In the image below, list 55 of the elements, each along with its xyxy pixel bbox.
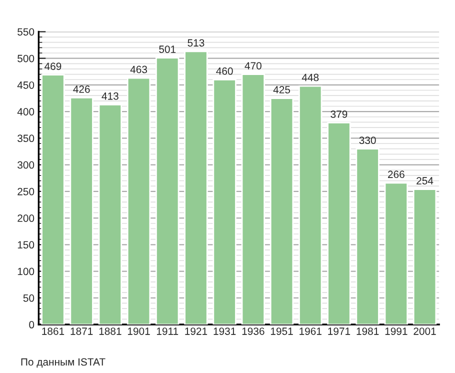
y-tick-label: 200 <box>18 214 34 222</box>
data-label: 448 <box>302 74 319 82</box>
x-tick-label: 1936 <box>242 328 264 335</box>
x-tick-label: 1971 <box>328 328 350 335</box>
data-label: 379 <box>330 110 348 118</box>
x-tick-label: 1861 <box>42 328 64 335</box>
y-tick-label: 300 <box>18 161 34 169</box>
x-tick-label: 1931 <box>214 328 236 335</box>
x-tick-label: 1991 <box>385 328 408 335</box>
y-tick-label: 250 <box>18 188 34 196</box>
y-tick-label: 350 <box>18 134 34 142</box>
y-tick-label: 0 <box>29 321 34 328</box>
y-tick-label: 550 <box>18 28 34 36</box>
data-label: 425 <box>273 86 290 94</box>
bar <box>241 74 266 325</box>
bar <box>98 104 122 325</box>
data-label: 460 <box>216 67 233 75</box>
data-label: 266 <box>388 170 404 178</box>
y-tick-label: 50 <box>23 294 34 302</box>
data-label: 254 <box>416 177 434 184</box>
bar <box>126 77 151 325</box>
bar <box>270 98 294 325</box>
bar <box>70 97 94 325</box>
data-label: 513 <box>188 39 204 47</box>
bar <box>156 57 180 325</box>
bar <box>327 122 351 325</box>
bar <box>384 182 408 325</box>
data-label: 413 <box>102 92 118 100</box>
x-tick-label: 1921 <box>185 328 208 335</box>
text: По данным ISTAT <box>21 358 106 368</box>
x-tick-label: 1981 <box>356 328 379 335</box>
y-tick-label: 400 <box>17 108 34 116</box>
bar <box>184 50 208 325</box>
bar <box>41 74 65 325</box>
bar <box>212 78 236 325</box>
x-tick-label: 1911 <box>156 328 178 335</box>
x-tick-label: 1901 <box>128 328 150 335</box>
bar <box>412 188 437 325</box>
y-tick-label: 500 <box>18 54 34 62</box>
y-tick-label: 450 <box>17 81 34 89</box>
x-tick-label: 1881 <box>99 328 122 335</box>
data-label: 501 <box>159 46 176 53</box>
y-tick-label: 150 <box>18 241 34 249</box>
data-label: 426 <box>73 86 90 93</box>
data-label: 469 <box>44 62 62 70</box>
data-label: 330 <box>359 136 376 144</box>
y-tick-label: 100 <box>18 268 34 276</box>
x-tick-label: 2001 <box>414 328 436 335</box>
bar <box>298 85 322 325</box>
x-tick-label: 1871 <box>70 328 93 335</box>
bar <box>356 148 380 325</box>
data-label: 463 <box>130 66 148 74</box>
x-tick-label: 1951 <box>270 328 293 335</box>
data-label: 470 <box>244 62 262 70</box>
x-tick-label: 1961 <box>300 328 322 335</box>
